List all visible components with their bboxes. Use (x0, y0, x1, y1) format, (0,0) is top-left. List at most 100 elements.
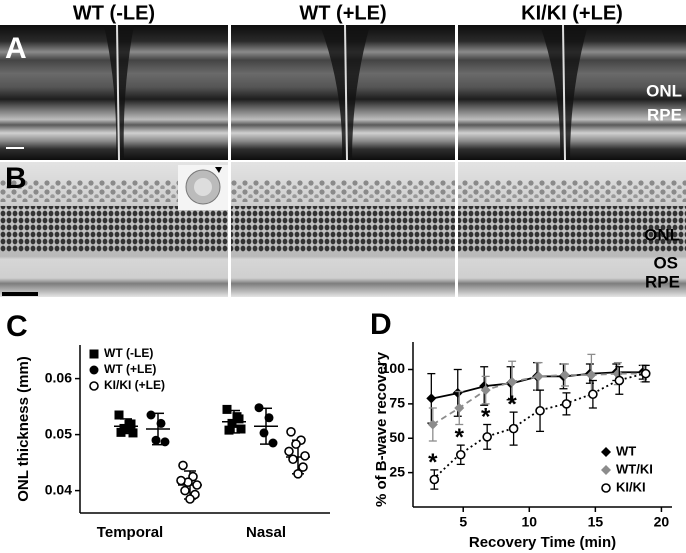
marker (178, 460, 188, 471)
x-tick-label: Temporal (97, 524, 163, 541)
marker (426, 393, 437, 404)
inner-nuclear-layer (0, 180, 686, 202)
marker (236, 424, 246, 434)
legend-label: WT (616, 443, 636, 458)
marker (259, 428, 269, 438)
marker (286, 426, 296, 437)
marker (222, 404, 232, 414)
outer-nuclear-layer (0, 206, 686, 252)
marker (640, 368, 651, 379)
y-axis-label: % of B-wave recovery (373, 351, 390, 507)
legend-label: WT (+LE) (104, 362, 156, 376)
marker (156, 418, 166, 428)
marker (146, 410, 156, 420)
x-axis-label: Recovery Time (min) (469, 534, 616, 551)
y-tick-label: 0.04 (45, 481, 72, 497)
marker (116, 427, 126, 437)
marker (535, 405, 545, 416)
x-tick-label: 15 (588, 514, 604, 530)
column-title: WT (-LE) (73, 2, 155, 24)
marker (151, 435, 161, 445)
panel-a: WT (-LE) WT (+LE) KI/KI (+LE) A ONL RPE (0, 2, 686, 161)
y-tick-label: 0.06 (45, 369, 72, 385)
marker (288, 454, 298, 465)
marker (300, 451, 310, 461)
annotation: * (507, 391, 517, 418)
x-tick-label: Nasal (246, 524, 286, 541)
optic-nerve (116, 24, 120, 161)
marker (192, 480, 202, 490)
marker (264, 413, 274, 423)
legend-marker (601, 483, 611, 493)
marker (586, 370, 597, 380)
marker (429, 474, 440, 485)
x-tick-label: 20 (654, 514, 670, 530)
panel-b: B ONL OS RPE (0, 162, 686, 297)
divider (455, 162, 458, 297)
legend-marker (601, 465, 611, 475)
panel-label: C (6, 310, 28, 343)
marker (227, 418, 237, 428)
panel-label: D (370, 308, 392, 341)
series-line (432, 372, 645, 426)
y-tick-label: 75 (389, 395, 405, 411)
layer-label: RPE (647, 105, 682, 124)
marker (268, 438, 278, 448)
marker (454, 403, 465, 413)
column-title: KI/KI (+LE) (521, 2, 623, 24)
marker (128, 428, 138, 438)
marker (224, 425, 234, 435)
marker (455, 449, 466, 460)
optic-nerve (344, 24, 348, 161)
marker (452, 387, 463, 398)
panel-label: A (5, 32, 27, 65)
layer-label: ONL (644, 225, 680, 244)
marker (507, 376, 518, 387)
layer-label: OS (653, 253, 678, 272)
marker (427, 419, 438, 430)
marker (234, 414, 244, 424)
marker (114, 410, 124, 420)
marker (588, 389, 598, 400)
annotation: * (428, 449, 438, 476)
legend-marker (89, 381, 99, 391)
marker (126, 419, 136, 429)
panel-label: B (5, 162, 27, 195)
marker (480, 385, 491, 396)
marker (614, 375, 625, 386)
legend-label: WT/KI (616, 461, 653, 476)
layer-label: RPE (645, 272, 680, 291)
legend-label: KI/KI (616, 479, 646, 494)
y-tick-label: 25 (389, 463, 405, 479)
y-tick-label: 50 (389, 429, 405, 445)
marker (298, 462, 308, 472)
marker (559, 370, 570, 380)
y-tick-label: 0.05 (45, 425, 72, 441)
y-axis-label: ONL thickness (mm) (15, 356, 32, 502)
legend-marker (89, 365, 99, 375)
eye-inset (194, 178, 212, 196)
legend-marker (89, 349, 99, 359)
x-tick-label: 5 (459, 514, 467, 530)
legend-marker (601, 447, 611, 457)
marker (254, 403, 264, 413)
marker (533, 371, 544, 382)
marker (180, 485, 190, 496)
marker (176, 475, 186, 486)
y-tick-label: 100 (382, 360, 406, 376)
marker (284, 446, 294, 457)
series-line (432, 372, 645, 481)
marker (291, 439, 301, 449)
legend-label: KI/KI (+LE) (104, 378, 165, 392)
marker (293, 468, 303, 479)
marker (185, 494, 195, 504)
x-tick-label: 10 (521, 514, 537, 530)
arrowhead (215, 167, 222, 173)
marker (160, 437, 170, 447)
marker (482, 432, 492, 442)
annotation: * (481, 404, 491, 431)
column-title: WT (+LE) (299, 2, 386, 24)
layer-label: ONL (646, 81, 682, 100)
marker (508, 423, 519, 434)
